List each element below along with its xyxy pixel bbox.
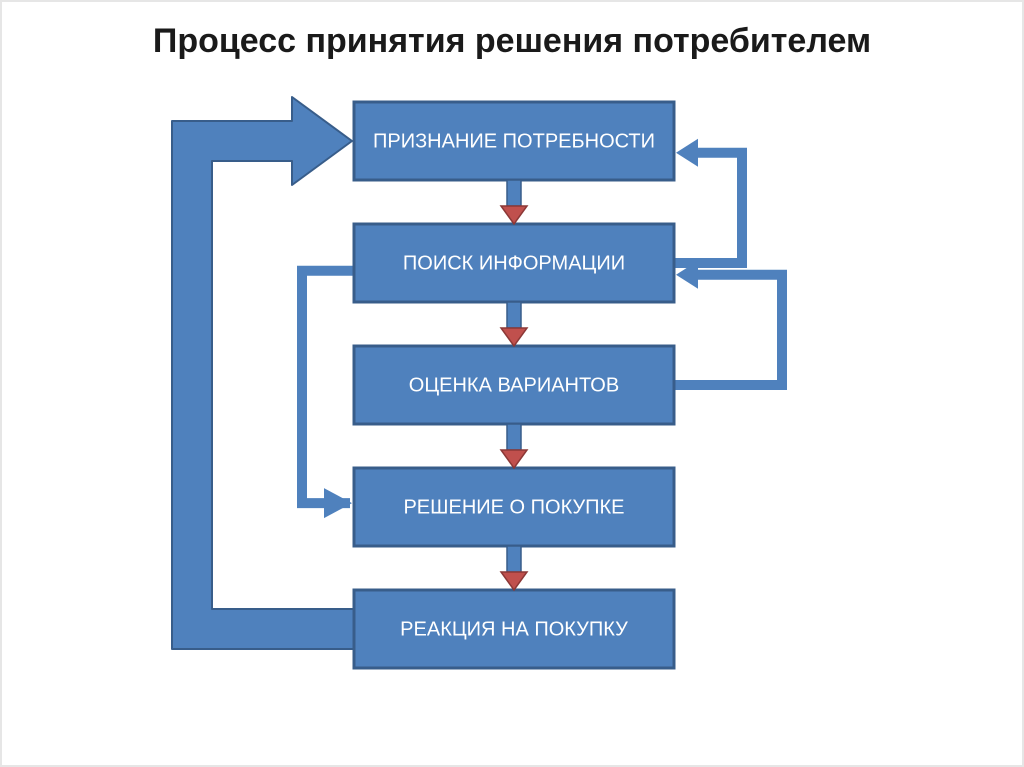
- box-search: ПОИСК ИНФОРМАЦИИ: [354, 224, 674, 302]
- box-label-search: ПОИСК ИНФОРМАЦИИ: [403, 252, 625, 274]
- feedback-right-1: [674, 275, 782, 385]
- feedback-right-head-0: [676, 139, 698, 167]
- down-arrow-head-3: [501, 572, 527, 590]
- down-arrow-stem-2: [507, 424, 521, 450]
- box-label-evaluate: ОЦЕНКА ВАРИАНТОВ: [409, 374, 619, 396]
- loop-arrow-left: [172, 97, 354, 649]
- page: Процесс принятия решения потребителем ПР…: [0, 0, 1024, 767]
- down-arrow-stem-1: [507, 302, 521, 328]
- box-label-decision: РЕШЕНИЕ О ПОКУПКЕ: [403, 496, 624, 518]
- loop-small-left-head: [324, 488, 352, 518]
- feedback-right-0: [674, 153, 742, 263]
- box-reaction: РЕАКЦИЯ НА ПОКУПКУ: [354, 590, 674, 668]
- down-arrow-head-1: [501, 328, 527, 346]
- box-need: ПРИЗНАНИЕ ПОТРЕБНОСТИ: [354, 102, 674, 180]
- down-arrow-stem-3: [507, 546, 521, 572]
- box-label-need: ПРИЗНАНИЕ ПОТРЕБНОСТИ: [373, 130, 655, 152]
- loop-small-left: [302, 271, 354, 503]
- flowchart: ПРИЗНАНИЕ ПОТРЕБНОСТИ ПОИСК ИНФОРМАЦИИ ОЦЕ…: [2, 2, 1024, 767]
- box-label-reaction: РЕАКЦИЯ НА ПОКУПКУ: [400, 618, 628, 640]
- box-evaluate: ОЦЕНКА ВАРИАНТОВ: [354, 346, 674, 424]
- down-arrow-head-2: [501, 450, 527, 468]
- down-arrow-head-0: [501, 206, 527, 224]
- box-decision: РЕШЕНИЕ О ПОКУПКЕ: [354, 468, 674, 546]
- down-arrow-stem-0: [507, 180, 521, 206]
